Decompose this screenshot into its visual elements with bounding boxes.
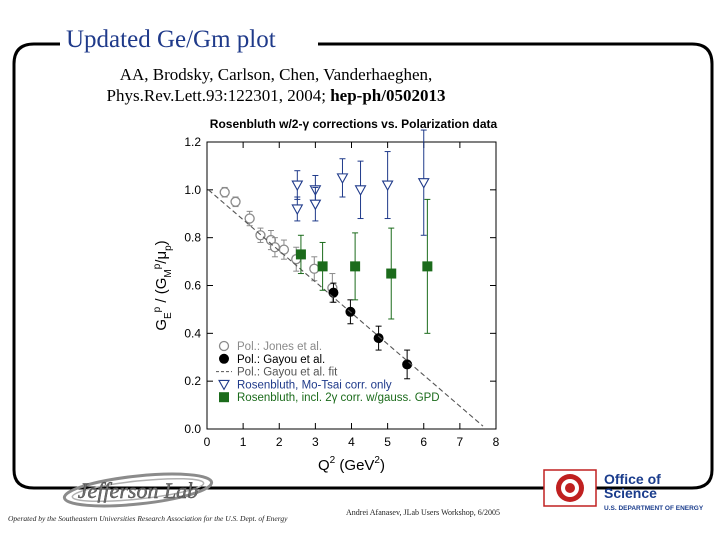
x-tick-label: 0 bbox=[204, 435, 211, 449]
x-tick-label: 6 bbox=[420, 435, 427, 449]
y-tick-label: 1.0 bbox=[184, 183, 201, 197]
jefferson-lab-logo: Jefferson Lab bbox=[62, 472, 214, 508]
data-point bbox=[295, 249, 306, 260]
x-tick-label: 1 bbox=[240, 435, 247, 449]
chart-title: Rosenbluth w/2-γ corrections vs. Polariz… bbox=[210, 117, 498, 131]
legend-label: Pol.: Gayou et al. bbox=[237, 354, 325, 366]
x-tick-label: 7 bbox=[457, 435, 464, 449]
data-point bbox=[417, 178, 430, 189]
citation-arxiv-link[interactable]: hep-ph/0502013 bbox=[330, 86, 446, 105]
data-point bbox=[309, 263, 320, 274]
data-point bbox=[291, 180, 304, 192]
y-axis-label: GEp / (GMp/μp) bbox=[152, 240, 174, 330]
data-point bbox=[381, 180, 394, 192]
legend-label: Rosenbluth, incl. 2γ corr. w/gauss. GPD bbox=[237, 392, 440, 404]
citation-line-2: Phys.Rev.Lett.93:122301, 2004; hep-ph/05… bbox=[66, 85, 486, 106]
jefferson-lab-wordmark: Jefferson Lab bbox=[78, 478, 198, 503]
footer-affiliation: Operated by the Southeastern Universitie… bbox=[8, 514, 288, 523]
series-2 bbox=[208, 189, 484, 427]
citation-line-1: AA, Brodsky, Carlson, Chen, Vanderhaeghe… bbox=[119, 65, 433, 84]
y-tick-label: 0.6 bbox=[184, 279, 201, 293]
y-tick-label: 0.0 bbox=[184, 422, 201, 436]
y-tick-label: 0.2 bbox=[184, 374, 201, 388]
legend-label: Pol.: Gayou et al. fit bbox=[237, 367, 338, 379]
legend-swatch bbox=[219, 392, 229, 403]
data-point bbox=[336, 173, 349, 185]
science-text: Science bbox=[604, 485, 657, 501]
series-1 bbox=[328, 282, 413, 380]
x-tick-label: 3 bbox=[312, 435, 319, 449]
data-point bbox=[373, 333, 384, 344]
y-tick-label: 0.4 bbox=[184, 326, 201, 340]
office-of-science-logo: Office of Science U.S. DEPARTMENT OF ENE… bbox=[543, 469, 704, 512]
citation-journal: Phys.Rev.Lett.93:122301, 2004; bbox=[106, 86, 331, 105]
office-of-text: Office of bbox=[604, 471, 661, 487]
y-tick-label: 1.2 bbox=[184, 135, 201, 149]
x-tick-label: 8 bbox=[493, 435, 500, 449]
data-point bbox=[386, 268, 397, 279]
citation: AA, Brodsky, Carlson, Chen, Vanderhaeghe… bbox=[66, 64, 486, 106]
footer-presenter: Andrei Afanasev, JLab Users Workshop, 6/… bbox=[346, 508, 500, 517]
data-point bbox=[422, 261, 433, 272]
fit-line bbox=[208, 189, 484, 427]
legend-swatch bbox=[219, 353, 229, 364]
data-point bbox=[278, 244, 290, 255]
data-point bbox=[328, 287, 339, 298]
x-tick-label: 5 bbox=[384, 435, 391, 449]
x-tick-label: 4 bbox=[348, 435, 355, 449]
legend-swatch bbox=[218, 379, 230, 391]
series-3 bbox=[291, 129, 430, 236]
doe-text: U.S. DEPARTMENT OF ENERGY bbox=[604, 505, 704, 512]
x-axis-label: Q2 (GeV2) bbox=[318, 455, 385, 474]
data-point bbox=[230, 196, 241, 207]
slide-title: Updated Ge/Gm plot bbox=[66, 26, 276, 53]
legend-swatch bbox=[218, 340, 230, 352]
data-point bbox=[291, 204, 304, 216]
legend-label: Pol.: Jones et al. bbox=[237, 341, 322, 353]
data-point bbox=[309, 199, 322, 211]
y-tick-label: 0.8 bbox=[184, 231, 201, 245]
series-4 bbox=[295, 198, 433, 334]
data-point bbox=[219, 187, 230, 198]
data-point bbox=[350, 261, 361, 272]
legend-label: Rosenbluth, Mo-Tsai corr. only bbox=[237, 379, 392, 391]
data-point bbox=[244, 213, 255, 224]
data-point bbox=[402, 359, 413, 370]
x-tick-label: 2 bbox=[276, 435, 283, 449]
data-point bbox=[354, 185, 367, 196]
data-point bbox=[317, 261, 328, 272]
